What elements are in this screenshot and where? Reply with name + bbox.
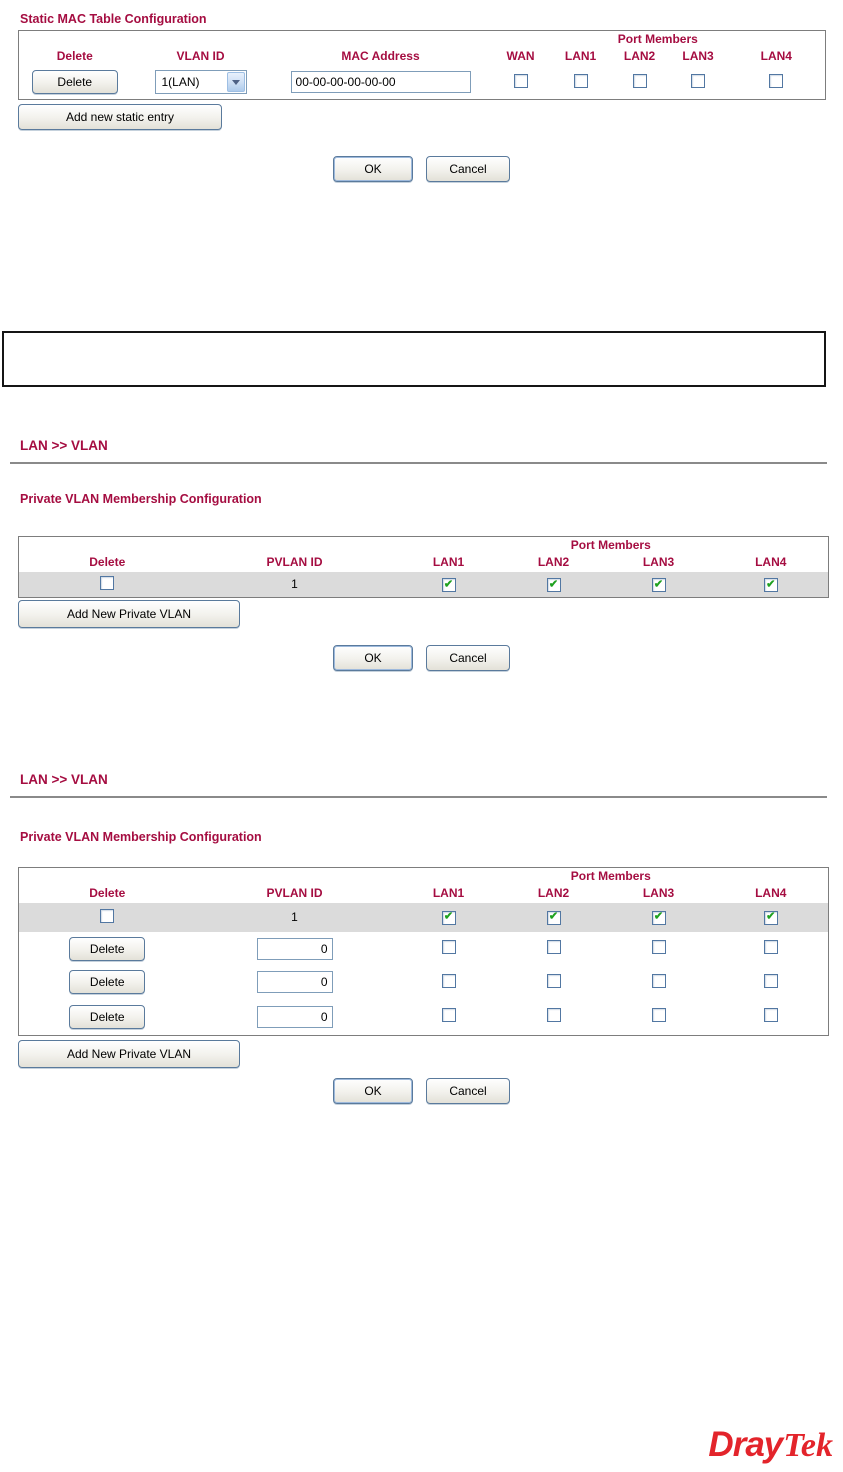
cancel-button[interactable]: Cancel xyxy=(426,1078,510,1104)
ok-button[interactable]: OK xyxy=(333,1078,413,1104)
col-header-pvlan-id: PVLAN ID xyxy=(266,886,323,900)
checkbox-lan3[interactable] xyxy=(651,910,666,925)
checkbox-lan3[interactable] xyxy=(691,73,706,88)
draytek-logo-tek: Tek xyxy=(783,1427,833,1464)
checkbox-lan3[interactable] xyxy=(651,940,666,954)
checkbox-lan2[interactable] xyxy=(632,73,647,88)
breadcrumb: LAN >> VLAN xyxy=(20,772,108,787)
port-members-header: Port Members xyxy=(617,31,698,46)
col-header-lan2: LAN2 xyxy=(537,555,570,569)
pvlan-row: 1 xyxy=(18,902,829,932)
checkbox-lan2[interactable] xyxy=(546,910,561,925)
checkbox-lan4[interactable] xyxy=(763,910,778,925)
static-mac-table: Port Members Delete VLAN ID MAC Address … xyxy=(18,30,827,100)
checkbox-lan3[interactable] xyxy=(651,973,666,988)
chevron-down-icon xyxy=(226,72,245,93)
cancel-button[interactable]: Cancel xyxy=(426,645,510,671)
delete-entry-button[interactable]: Delete xyxy=(69,970,146,994)
col-header-lan1: LAN1 xyxy=(564,49,597,63)
col-header-delete: Delete xyxy=(89,555,126,569)
section-divider xyxy=(10,462,827,464)
draytek-logo-dray: Dray xyxy=(708,1425,783,1464)
checkbox-lan3[interactable] xyxy=(651,578,666,592)
delete-entry-button[interactable]: Delete xyxy=(69,936,146,961)
static-mac-row: Delete 1(LAN) xyxy=(19,66,826,100)
checkbox-wan[interactable] xyxy=(513,73,528,88)
pvlan-row: 1 xyxy=(18,571,829,598)
checkbox-lan4[interactable] xyxy=(769,73,784,88)
checkbox-lan1[interactable] xyxy=(573,73,588,88)
col-header-wan: WAN xyxy=(506,49,535,63)
col-header-lan2: LAN2 xyxy=(537,886,570,900)
add-new-private-vlan-button[interactable]: Add New Private VLAN xyxy=(18,1040,240,1068)
port-members-header: Port Members xyxy=(570,868,651,883)
checkbox-lan2[interactable] xyxy=(546,940,561,954)
pvlan-id-input[interactable] xyxy=(256,971,333,993)
section-divider xyxy=(10,796,827,798)
mac-address-input[interactable] xyxy=(290,71,471,94)
col-header-vlan-id: VLAN ID xyxy=(176,49,225,63)
static-mac-section-title: Static MAC Table Configuration xyxy=(20,12,207,26)
cancel-button[interactable]: Cancel xyxy=(426,156,510,182)
pvlan-edit-row: Delete xyxy=(19,966,829,999)
delete-entry-button[interactable]: Delete xyxy=(69,1004,146,1029)
note-box xyxy=(2,331,826,387)
col-header-lan3: LAN3 xyxy=(682,49,714,63)
vlan-id-selected-value: 1(LAN) xyxy=(161,75,200,90)
col-header-lan4: LAN4 xyxy=(755,886,787,900)
pvlan-id-value: 1 xyxy=(195,571,394,598)
col-header-delete: Delete xyxy=(56,49,93,63)
checkbox-lan1[interactable] xyxy=(441,578,456,592)
checkbox-lan4[interactable] xyxy=(763,1008,778,1023)
checkbox-lan2[interactable] xyxy=(546,578,561,592)
col-header-lan4: LAN4 xyxy=(755,555,787,569)
checkbox-lan1[interactable] xyxy=(441,1008,456,1023)
checkbox-lan1[interactable] xyxy=(441,973,456,988)
private-vlan-table: Port Members Delete PVLAN ID LAN1 LAN2 L… xyxy=(18,536,830,598)
private-vlan-section-title: Private VLAN Membership Configuration xyxy=(20,830,262,844)
col-header-lan3: LAN3 xyxy=(642,555,675,569)
checkbox-lan1[interactable] xyxy=(441,940,456,954)
private-vlan-section-title: Private VLAN Membership Configuration xyxy=(20,492,262,506)
col-header-lan1: LAN1 xyxy=(432,555,465,569)
checkbox-lan2[interactable] xyxy=(546,973,561,988)
delete-checkbox[interactable] xyxy=(100,575,115,590)
add-new-private-vlan-button[interactable]: Add New Private VLAN xyxy=(18,600,240,628)
col-header-mac-address: MAC Address xyxy=(341,49,420,63)
ok-button[interactable]: OK xyxy=(333,645,413,671)
checkbox-lan1[interactable] xyxy=(441,910,456,925)
draytek-logo: Dray Tek xyxy=(708,1425,833,1465)
delete-checkbox[interactable] xyxy=(100,908,115,923)
private-vlan-table-expanded: Port Members Delete PVLAN ID LAN1 LAN2 L… xyxy=(18,867,830,1036)
add-new-static-entry-button[interactable]: Add new static entry xyxy=(18,104,222,130)
col-header-pvlan-id: PVLAN ID xyxy=(266,555,323,569)
pvlan-id-value: 1 xyxy=(195,902,394,932)
vlan-id-select[interactable]: 1(LAN) xyxy=(154,70,247,95)
col-header-lan4: LAN4 xyxy=(760,49,792,63)
col-header-lan1: LAN1 xyxy=(432,886,465,900)
pvlan-edit-row: Delete xyxy=(19,932,829,966)
pvlan-id-input[interactable] xyxy=(256,1005,333,1028)
checkbox-lan4[interactable] xyxy=(763,940,778,954)
checkbox-lan4[interactable] xyxy=(763,973,778,988)
breadcrumb: LAN >> VLAN xyxy=(20,438,108,453)
pvlan-id-input[interactable] xyxy=(256,937,333,960)
col-header-delete: Delete xyxy=(89,886,126,900)
pvlan-edit-row: Delete xyxy=(19,999,829,1036)
col-header-lan3: LAN3 xyxy=(642,886,675,900)
checkbox-lan4[interactable] xyxy=(763,578,778,592)
ok-button[interactable]: OK xyxy=(333,156,413,182)
delete-entry-button[interactable]: Delete xyxy=(31,70,118,95)
col-header-lan2: LAN2 xyxy=(623,49,656,63)
checkbox-lan3[interactable] xyxy=(651,1008,666,1023)
port-members-header: Port Members xyxy=(570,537,651,552)
checkbox-lan2[interactable] xyxy=(546,1008,561,1023)
